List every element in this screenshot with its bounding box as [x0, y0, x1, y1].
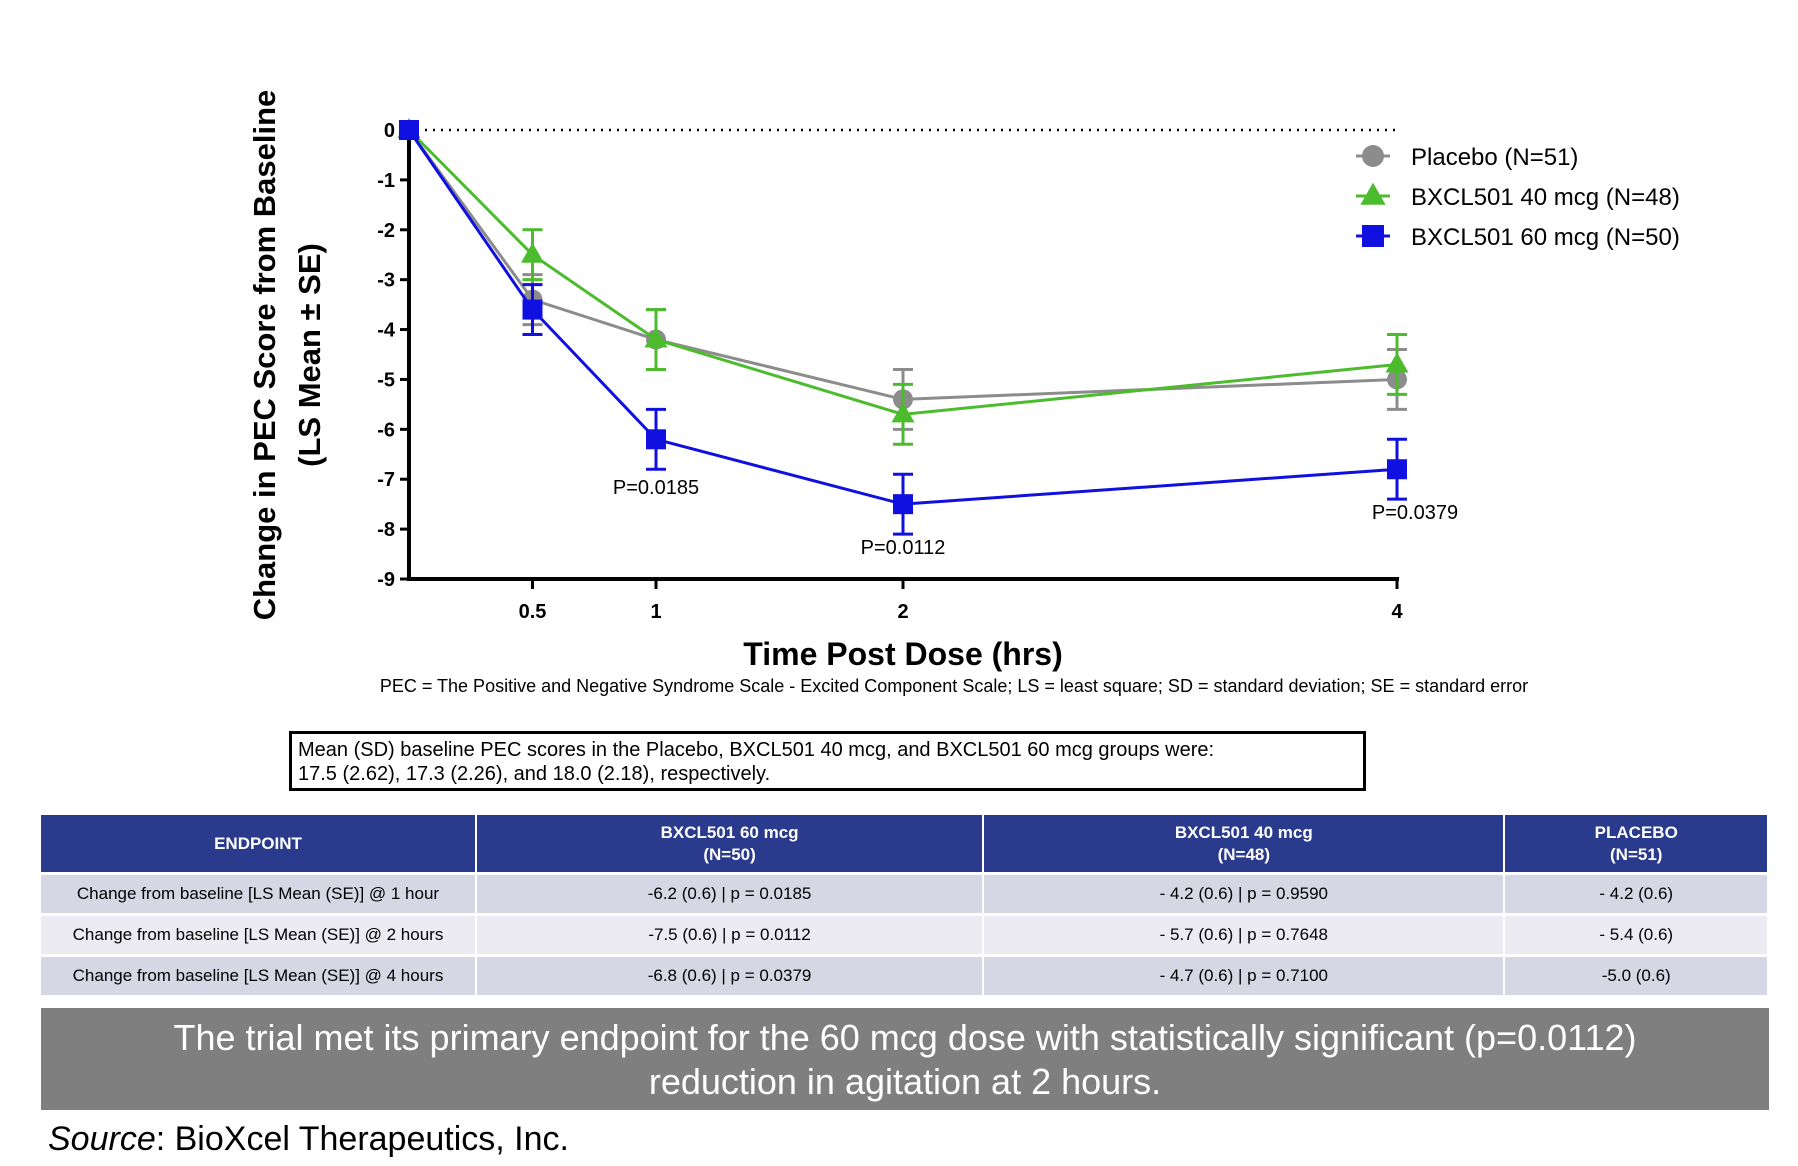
table-cell: -7.5 (0.6) | p = 0.0112	[476, 913, 985, 956]
y-tick-label: -6	[377, 419, 395, 441]
y-tick-label: -2	[377, 220, 395, 242]
table-cell: -5.0 (0.6)	[1504, 954, 1769, 995]
data-point	[646, 429, 666, 450]
endpoint-table: ENDPOINT BXCL501 60 mcg (N=50) BXCL501 40…	[41, 815, 1769, 995]
source-credit: Source: BioXcel Therapeutics, Inc.	[48, 1120, 569, 1159]
header-60mcg: BXCL501 60 mcg (N=50)	[476, 815, 985, 874]
table-cell: - 5.7 (0.6) | p = 0.7648	[983, 913, 1506, 956]
baseline-line-2: 17.5 (2.62), 17.3 (2.26), and 18.0 (2.18…	[298, 763, 771, 785]
table-cell: - 5.4 (0.6)	[1504, 913, 1769, 956]
table-cell: Change from baseline [LS Mean (SE)] @ 2 …	[41, 913, 477, 956]
banner-line-2: reduction in agitation at 2 hours.	[648, 1061, 1162, 1102]
legend-marker	[1362, 225, 1384, 247]
y-tick-label: -3	[377, 270, 395, 292]
x-axis-title: Time Post Dose (hrs)	[743, 636, 1062, 672]
line-chart: 0 -1 -2 -3 -4 -5 -6 -7 -8 -9 0.5 1 2 4 Time Post Dose …	[247, 90, 1680, 672]
header-placebo: PLACEBO (N=51)	[1504, 815, 1769, 874]
legend-marker	[1362, 145, 1384, 167]
table-header-row: ENDPOINT BXCL501 60 mcg (N=50) BXCL501 40…	[41, 815, 1769, 874]
y-tick-label: -4	[377, 320, 396, 342]
table-cell: Change from baseline [LS Mean (SE)] @ 1 …	[41, 872, 477, 915]
table-row: Change from baseline [LS Mean (SE)] @ 4 …	[41, 954, 1769, 995]
legend-label: BXCL501 60 mcg (N=50)	[1411, 224, 1680, 251]
data-point	[1387, 459, 1407, 480]
table-cell: -6.2 (0.6) | p = 0.0185	[476, 872, 985, 915]
conclusion-banner: The trial met its primary endpoint for t…	[41, 1008, 1769, 1110]
baseline-line-1: Mean (SD) baseline PEC scores in the Pla…	[298, 739, 1215, 761]
header-40mcg: BXCL501 40 mcg (N=48)	[983, 815, 1506, 874]
x-tick-label: 1	[650, 601, 661, 623]
p-value-annotation: P=0.0185	[613, 477, 699, 499]
table-cell: Change from baseline [LS Mean (SE)] @ 4 …	[41, 954, 477, 995]
x-tick-label: 0.5	[519, 601, 547, 623]
table-cell: - 4.7 (0.6) | p = 0.7100	[983, 954, 1506, 995]
table-row: Change from baseline [LS Mean (SE)] @ 2 …	[41, 913, 1769, 956]
table-cell: - 4.2 (0.6) | p = 0.9590	[983, 872, 1506, 915]
y-tick-label: -9	[377, 569, 395, 591]
data-point	[399, 120, 419, 140]
y-tick-label: -1	[377, 170, 395, 192]
series-line-2	[407, 129, 1398, 506]
header-endpoint: ENDPOINT	[41, 815, 477, 874]
y-tick-label: -7	[377, 469, 395, 491]
series-line-0	[407, 129, 1398, 401]
data-point	[891, 402, 915, 423]
y-axis-title-sub: (LS Mean ± SE)	[292, 243, 327, 467]
source-label: Source	[48, 1120, 156, 1158]
banner-line-1: The trial met its primary endpoint for t…	[173, 1017, 1637, 1058]
data-point	[893, 494, 913, 515]
table-row: Change from baseline [LS Mean (SE)] @ 1 …	[41, 872, 1769, 915]
data-point	[522, 299, 543, 320]
y-tick-label: -5	[377, 369, 395, 391]
legend-label: Placebo (N=51)	[1411, 144, 1578, 171]
table-cell: - 4.2 (0.6)	[1504, 872, 1769, 915]
chart-footnote: PEC = The Positive and Negative Syndrome…	[379, 676, 1529, 696]
table-cell: -6.8 (0.6) | p = 0.0379	[476, 954, 985, 995]
p-value-annotation: P=0.0379	[1372, 502, 1458, 524]
legend-label: BXCL501 40 mcg (N=48)	[1411, 184, 1680, 211]
legend-marker	[1360, 182, 1386, 205]
baseline-scores-box: Mean (SD) baseline PEC scores in the Pla…	[289, 731, 1366, 791]
x-tick-label: 4	[1391, 601, 1403, 623]
x-tick-label: 2	[897, 601, 908, 623]
data-point	[521, 242, 544, 263]
data-point	[1385, 352, 1409, 373]
p-value-annotation: P=0.0112	[861, 537, 946, 559]
data-point	[644, 327, 668, 348]
y-tick-label: -8	[377, 519, 395, 541]
y-axis-title: Change in PEC Score from Baseline	[247, 90, 282, 621]
source-text: : BioXcel Therapeutics, Inc.	[155, 1120, 569, 1158]
y-tick-label: 0	[384, 120, 395, 142]
